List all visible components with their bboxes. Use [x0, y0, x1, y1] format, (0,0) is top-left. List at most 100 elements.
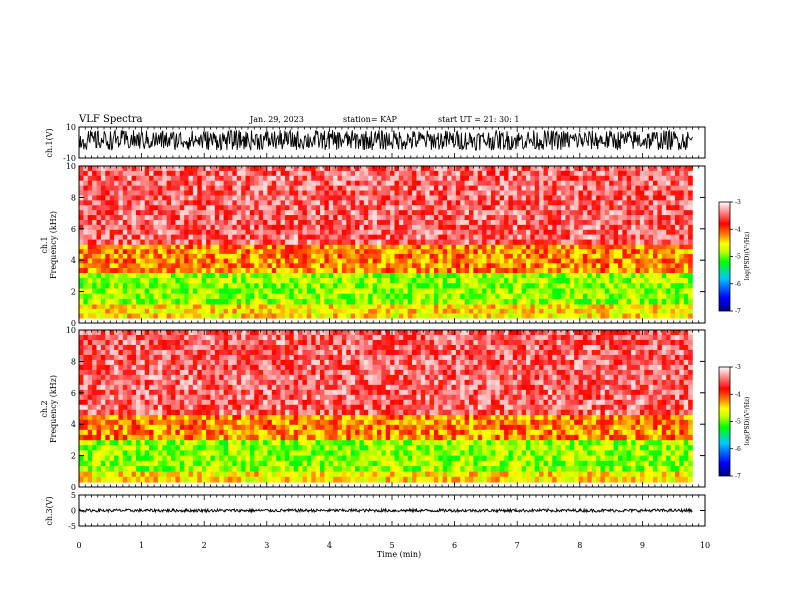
- ch1-spectrogram-cell: [464, 185, 470, 191]
- ch1-spectrogram-cell: [153, 234, 159, 240]
- ch1-spectrogram-cell: [219, 249, 224, 255]
- ch1-spectrogram-cell: [157, 277, 163, 284]
- ch1-spectrogram-cell: [122, 229, 128, 235]
- ch1-spectrogram-cell: [223, 304, 229, 310]
- ch1-spectrogram-cell: [433, 190, 439, 196]
- ch1-spectrogram-cell: [302, 200, 308, 206]
- ch1-spectrogram-cell: [530, 249, 536, 255]
- ch1-spectrogram-cell: [521, 304, 527, 310]
- ch1-spectrogram-cell: [530, 272, 536, 279]
- ch1-spectrogram-cell: [600, 239, 606, 245]
- ch2-spectrogram-cell: [324, 476, 330, 483]
- ch1-spectrogram-cell: [381, 283, 387, 289]
- ch1-spectrogram-cell: [425, 205, 430, 211]
- ch1-spectrogram-cell: [79, 200, 84, 206]
- ch2-spectrogram-cell: [118, 445, 124, 451]
- ch1-spectrogram-cell: [184, 263, 189, 269]
- ch1-spectrogram-cell: [403, 288, 408, 294]
- ch2-spectrogram-cell: [617, 476, 623, 483]
- ch1-spectrogram-cell: [420, 249, 426, 255]
- ch1-spectrogram-cell: [569, 210, 575, 216]
- ch1-spectrogram-cell: [613, 253, 619, 259]
- ch1-spectrogram-cell: [79, 239, 84, 245]
- ch1-spectrogram-cell: [412, 308, 417, 314]
- ch1-spectrogram-cell: [552, 313, 557, 319]
- ch1-spectrogram-cell: [376, 283, 382, 289]
- ch1-spectrogram-cell: [188, 224, 194, 231]
- ch2-spectrogram-cell: [433, 471, 439, 478]
- ch1-spectrogram-cell: [512, 170, 518, 177]
- ch1-spectrogram-cell: [679, 170, 685, 177]
- ch1-spectrogram-cell: [591, 268, 597, 274]
- ch1-spectrogram-cell: [499, 253, 505, 259]
- ch1-spectrogram-cell: [552, 234, 557, 240]
- ch1-spectrogram-cell: [214, 253, 220, 259]
- ch1-spectrogram-cell: [455, 215, 461, 221]
- ch1-spectrogram-cell: [241, 298, 246, 305]
- ch1-spectrogram-cell: [631, 304, 636, 310]
- ch1-spectrogram-cell: [477, 180, 483, 186]
- ch2-spectrogram-cell: [311, 445, 316, 451]
- ch1-spectrogram-cell: [674, 180, 680, 186]
- ch1-spectrogram-cell: [144, 313, 150, 319]
- ch1-spectrogram-cell: [661, 229, 667, 235]
- ch1-spectrogram-cell: [425, 180, 430, 186]
- ch2-spectrogram-cell: [162, 476, 167, 483]
- ch1-spectrogram-cell: [118, 219, 124, 226]
- ch1-spectrogram-cell: [219, 215, 224, 221]
- ch1-spectrogram-cell: [157, 308, 163, 314]
- ch1-spectrogram-cell: [565, 244, 571, 250]
- ch1-spectrogram-cell: [241, 200, 246, 206]
- ch1-spectrogram-cell: [241, 308, 246, 314]
- ch1-spectrogram-cell: [355, 166, 360, 172]
- ch1-spectrogram-cell: [368, 166, 373, 172]
- ch1-spectrogram-cell: [438, 263, 443, 269]
- ch1-spectrogram-cell: [561, 229, 566, 235]
- ch1-spectrogram-cell: [320, 200, 325, 206]
- ch1-spectrogram-cell: [613, 313, 619, 319]
- ch1-spectrogram-cell: [600, 224, 606, 231]
- ch1-spectrogram-cell: [674, 175, 680, 182]
- ch1-spectrogram-cell: [179, 253, 185, 259]
- ch1-spectrogram-cell: [127, 210, 132, 216]
- ch1-spectrogram-cell: [530, 288, 536, 294]
- ch1-spectrogram-cell: [184, 288, 189, 294]
- ch1-spectrogram-cell: [258, 210, 264, 216]
- ch1-spectrogram-cell: [333, 304, 338, 310]
- ch1-spectrogram-cell: [350, 215, 356, 221]
- ch1-spectrogram-cell: [648, 190, 654, 196]
- ch1-spectrogram-cell: [657, 170, 663, 177]
- ch1-spectrogram-cell: [631, 277, 636, 284]
- ch1-spectrogram-cell: [504, 180, 509, 186]
- ch2-spectrogram-cell: [210, 471, 216, 478]
- ch1-spectrogram-cell: [241, 215, 246, 221]
- ch1-spectrogram-cell: [525, 308, 531, 314]
- ch1-spectrogram-cell: [254, 190, 259, 196]
- ch1-spectrogram-cell: [320, 313, 325, 319]
- ch2-spectrogram-cell: [495, 439, 500, 446]
- ch1-spectrogram-cell: [412, 272, 417, 279]
- ch1-spectrogram-cell: [276, 263, 281, 269]
- ch1-spectrogram-cell: [118, 195, 124, 201]
- ch1-spectrogram-cell: [311, 283, 316, 289]
- ch1-spectrogram-cell: [626, 293, 632, 300]
- ch1-spectrogram-cell: [263, 268, 268, 274]
- ch1-spectrogram-cell: [490, 210, 496, 216]
- ch1-spectrogram-cell: [561, 288, 566, 294]
- ch1-spectrogram-cell: [482, 308, 487, 314]
- ch1-spectrogram-cell: [368, 229, 373, 235]
- ch1-spectrogram-cell: [223, 308, 229, 314]
- ch1-spectrogram-cell: [376, 288, 382, 294]
- ch2-spectrogram-cell: [162, 471, 167, 478]
- ch2-spectrogram-cell: [135, 439, 141, 446]
- ch1-spectrogram-cell: [403, 272, 408, 279]
- ch1-spectrogram-cell: [582, 244, 588, 250]
- ch1-spectrogram-cell: [433, 205, 439, 211]
- ch1-spectrogram-cell: [179, 249, 185, 255]
- ch1-spectrogram-cell: [517, 195, 522, 201]
- ch1-spectrogram-cell: [438, 272, 443, 279]
- ch1-spectrogram-cell: [79, 210, 84, 216]
- ch1-spectrogram-cell: [635, 170, 641, 177]
- ch1-spectrogram-cell: [171, 215, 176, 221]
- ch1-spectrogram-cell: [644, 234, 649, 240]
